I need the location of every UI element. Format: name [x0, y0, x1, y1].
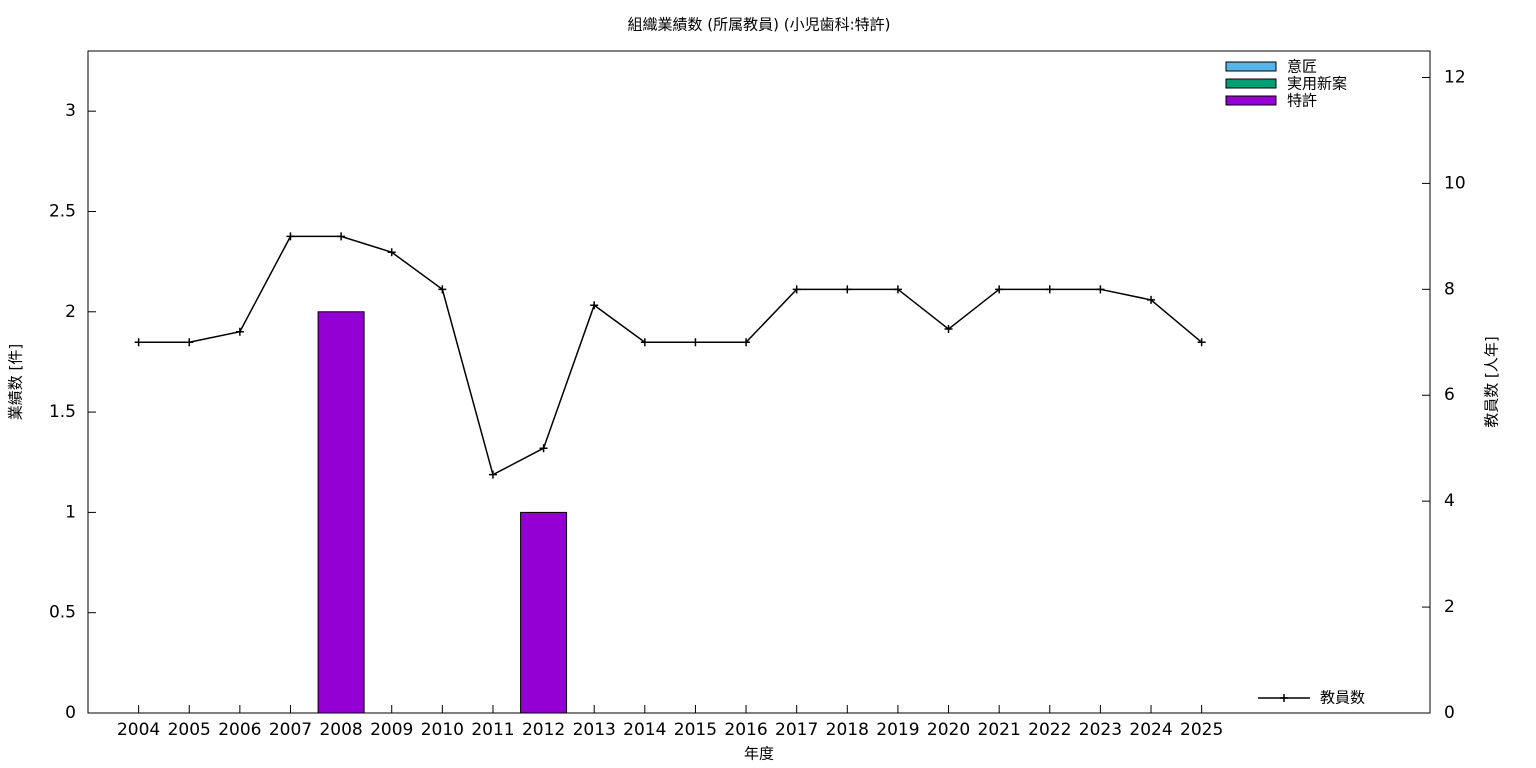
y2-tick-label: 8 — [1444, 279, 1455, 299]
x-tick-label: 2018 — [826, 720, 869, 740]
x-tick-label: 2024 — [1129, 720, 1172, 740]
x-tick-label: 2011 — [471, 720, 514, 740]
point — [539, 444, 548, 453]
point — [337, 232, 346, 241]
x-tick-label: 2023 — [1079, 720, 1122, 740]
point — [691, 338, 700, 347]
legend-point — [1280, 694, 1288, 702]
point — [235, 327, 244, 336]
y2-tick-label: 4 — [1444, 491, 1455, 511]
point — [387, 248, 396, 257]
point — [792, 285, 801, 294]
x-tick-label: 2015 — [674, 720, 717, 740]
y-axis-label: 業績数 [件] — [7, 344, 25, 420]
chart-title: 組織業績数 (所属教員) (小児歯科:特許) — [628, 16, 891, 34]
y-tick-label: 2.5 — [49, 201, 76, 221]
x-tick-label: 2020 — [927, 720, 970, 740]
point — [1147, 295, 1156, 304]
y-tick-label: 1 — [65, 502, 76, 522]
x-tick-label: 2006 — [218, 720, 261, 740]
x-tick-label: 2025 — [1180, 720, 1223, 740]
x-tick-label: 2021 — [978, 720, 1021, 740]
legend-swatch — [1225, 78, 1277, 89]
x-tick-label: 2008 — [319, 720, 362, 740]
point — [286, 232, 295, 241]
point — [843, 285, 852, 294]
line — [138, 235, 1203, 476]
legend-label: 実用新案 — [1287, 75, 1347, 93]
y-tick-label: 0.5 — [49, 603, 76, 623]
x-tick-label: 2013 — [573, 720, 616, 740]
legend-swatch — [1225, 61, 1277, 72]
point — [995, 285, 1004, 294]
point — [944, 325, 953, 334]
point — [488, 470, 497, 479]
point — [742, 338, 751, 347]
x-tick-label: 2014 — [623, 720, 666, 740]
y2-tick-label: 0 — [1444, 703, 1455, 723]
y2-axis-label: 教員数 [人年] — [1483, 336, 1501, 427]
y-tick-label: 2 — [65, 302, 76, 322]
y-tick-label: 3 — [65, 101, 76, 121]
x-tick-label: 2009 — [370, 720, 413, 740]
legend-label: 意匠 — [1287, 58, 1317, 76]
x-tick-label: 2005 — [168, 720, 211, 740]
point — [1096, 285, 1105, 294]
x-tick-label: 2004 — [117, 720, 160, 740]
point — [893, 285, 902, 294]
y2-tick-label: 6 — [1444, 385, 1455, 405]
y2-tick-label: 10 — [1444, 173, 1466, 193]
x-tick-label: 2022 — [1028, 720, 1071, 740]
bar — [317, 311, 365, 714]
x-tick-label: 2017 — [775, 720, 818, 740]
y-tick-label: 0 — [65, 703, 76, 723]
x-axis-label: 年度 — [744, 745, 774, 763]
point — [185, 338, 194, 347]
point — [640, 338, 649, 347]
y2-tick-label: 2 — [1444, 597, 1455, 617]
x-tick-label: 2010 — [421, 720, 464, 740]
point — [134, 338, 143, 347]
plot-frame — [87, 50, 1431, 714]
x-tick-label: 2016 — [724, 720, 767, 740]
y-tick-label: 1.5 — [49, 402, 76, 422]
bar — [520, 511, 568, 714]
point — [438, 285, 447, 294]
point — [590, 301, 599, 310]
legend-label: 特許 — [1287, 92, 1317, 110]
x-tick-label: 2007 — [269, 720, 312, 740]
point — [1045, 285, 1054, 294]
x-tick-label: 2019 — [876, 720, 919, 740]
y2-tick-label: 12 — [1444, 67, 1466, 87]
x-tick-label: 2012 — [522, 720, 565, 740]
legend-swatch — [1225, 95, 1277, 106]
legend-label: 教員数 — [1320, 689, 1365, 707]
point — [1197, 338, 1206, 347]
